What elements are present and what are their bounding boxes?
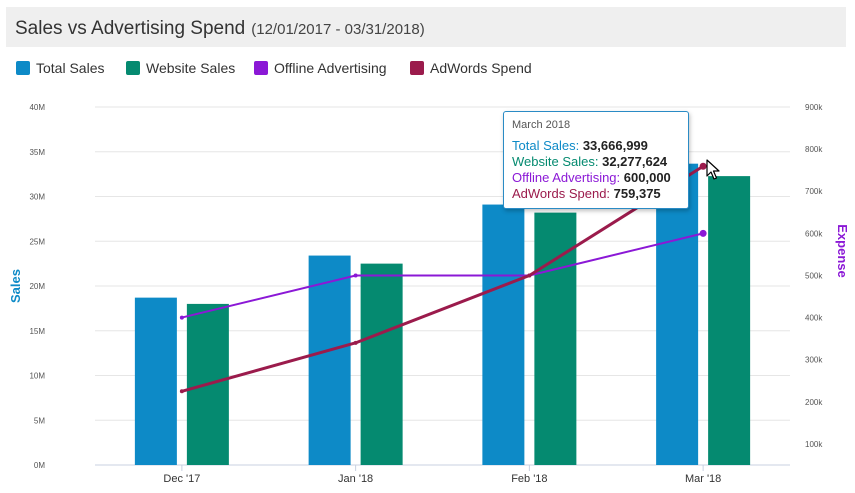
bar-total-sales <box>656 163 699 465</box>
y-tick-label: 25M <box>29 237 45 246</box>
chart-title-text: Sales vs Advertising Spend <box>15 18 246 39</box>
y2-tick-label: 800k <box>805 145 823 154</box>
bar-website-sales <box>360 263 403 465</box>
chart-header: Sales vs Advertising Spend (12/01/2017 - … <box>6 7 846 47</box>
legend-swatch-adwords-spend <box>410 61 424 75</box>
y-tick-label: 20M <box>29 282 45 291</box>
legend-swatch-website-sales <box>126 61 140 75</box>
y-tick-label: 10M <box>29 372 45 381</box>
y-tick-label: 35M <box>29 148 45 157</box>
chart-tooltip: March 2018 Total Sales: 33,666,999 Websi… <box>503 111 689 209</box>
chart-title: Sales vs Advertising Spend (12/01/2017 - … <box>15 18 425 40</box>
x-tick-label: Dec '17 <box>163 473 200 485</box>
tooltip-label-total-sales: Total Sales: <box>512 138 580 153</box>
y2-tick-label: 400k <box>805 314 823 323</box>
chart-date-range: (12/01/2017 - 03/31/2018) <box>251 21 425 38</box>
legend-swatch-total-sales <box>16 61 30 75</box>
bar-total-sales <box>482 204 525 465</box>
tooltip-label-website-sales: Website Sales: <box>512 154 599 169</box>
y2-tick-label: 100k <box>805 440 823 449</box>
legend-swatch-offline-advertising <box>254 61 268 75</box>
tooltip-row-total-sales: Total Sales: 33,666,999 <box>512 138 648 153</box>
tooltip-value-website-sales: 32,277,624 <box>602 154 668 169</box>
legend-label-offline-advertising: Offline Advertising <box>274 60 387 76</box>
point-offline-advertising <box>179 315 184 320</box>
x-tick-label: Jan '18 <box>338 473 373 485</box>
tooltip-row-offline-advertising: Offline Advertising: 600,000 <box>512 170 671 185</box>
line-adwords-spend <box>181 164 704 393</box>
tooltip-value-total-sales: 33,666,999 <box>582 138 648 153</box>
tooltip-value-offline-advertising: 600,000 <box>623 170 671 185</box>
mouse-pointer-icon <box>706 159 720 180</box>
y-tick-label: 40M <box>29 103 45 112</box>
bar-total-sales <box>308 255 351 465</box>
y-tick-label: 5M <box>34 416 45 425</box>
y-tick-label: 30M <box>29 193 45 202</box>
y-axis-title: Sales <box>8 269 23 303</box>
x-tick-label: Mar '18 <box>685 473 721 485</box>
x-tick-label: Feb '18 <box>511 473 547 485</box>
y2-tick-label: 300k <box>805 356 823 365</box>
point-offline-advertising <box>699 229 707 237</box>
tooltip-row-adwords-spend: AdWords Spend: 759,375 <box>512 186 661 201</box>
line-offline-advertising <box>181 232 704 319</box>
tooltip-label-offline-advertising: Offline Advertising: <box>512 170 621 185</box>
y-tick-label: 0M <box>34 461 45 470</box>
point-adwords-spend <box>179 389 184 394</box>
legend-label-website-sales: Website Sales <box>146 60 236 76</box>
point-adwords-spend <box>699 162 707 170</box>
legend-label-total-sales: Total Sales <box>36 60 105 76</box>
y2-axis-title: Expense <box>835 224 850 277</box>
point-offline-advertising <box>353 273 358 278</box>
point-adwords-spend <box>353 340 358 345</box>
tooltip-label-adwords-spend: AdWords Spend: <box>512 186 611 201</box>
tooltip-date: March 2018 <box>512 119 571 131</box>
y-tick-label: 15M <box>29 327 45 336</box>
y2-tick-label: 900k <box>805 103 823 112</box>
bar-website-sales <box>534 212 577 465</box>
legend-label-adwords-spend: AdWords Spend <box>430 60 532 76</box>
bar-website-sales <box>708 176 751 465</box>
point-adwords-spend <box>527 273 532 278</box>
bar-total-sales <box>134 297 177 465</box>
y2-tick-label: 200k <box>805 398 823 407</box>
y2-tick-label: 600k <box>805 229 823 238</box>
y2-tick-label: 500k <box>805 271 823 280</box>
tooltip-row-website-sales: Website Sales: 32,277,624 <box>512 154 667 169</box>
tooltip-value-adwords-spend: 759,375 <box>613 186 661 201</box>
y2-tick-label: 700k <box>805 187 823 196</box>
